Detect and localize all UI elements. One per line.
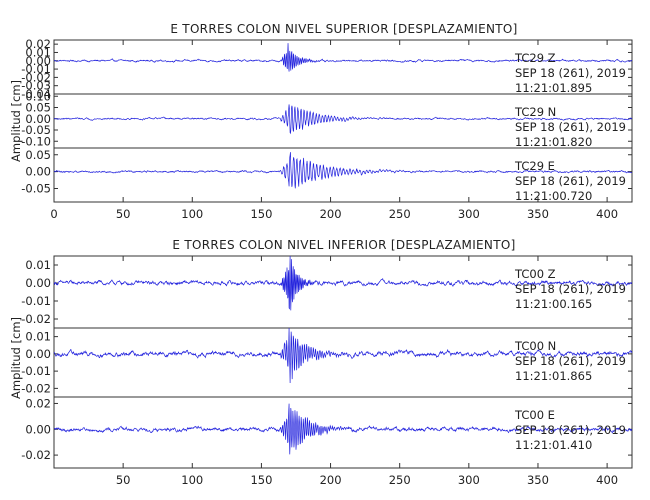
y-tick-label: 0.00 <box>25 347 51 361</box>
x-tick-label: 150 <box>250 473 272 487</box>
panel-info-line: TC00 N <box>514 339 556 353</box>
panel-info-line: TC29 N <box>514 105 556 119</box>
panel-info-line: 11:21:01.410 <box>515 438 592 452</box>
y-tick-label: 0.05 <box>25 148 51 162</box>
y-tick-label: 0.00 <box>25 165 51 179</box>
x-tick-label: 150 <box>250 207 272 221</box>
x-tick-label: 250 <box>389 473 411 487</box>
panel-info-line: TC29 Z <box>514 51 556 65</box>
y-tick-label: 0.02 <box>25 396 51 410</box>
panel-info-line: SEP 18 (261), 2019 <box>515 120 626 134</box>
panel-info-line: SEP 18 (261), 2019 <box>515 66 626 80</box>
panel-info-line: 11:21:01.820 <box>515 135 592 149</box>
panel-info-line: SEP 18 (261), 2019 <box>515 423 626 437</box>
trace-upper-1 <box>53 43 633 72</box>
panel-info-line: TC29 E <box>514 159 555 173</box>
trace-upper-3 <box>53 152 633 189</box>
x-tick-label: 350 <box>527 473 549 487</box>
y-axis-label-lower: Amplitud [cm] <box>9 317 23 399</box>
x-tick-label: 300 <box>458 207 480 221</box>
x-tick-label: 50 <box>116 207 131 221</box>
y-tick-label: -0.04 <box>21 87 51 101</box>
trace-lower-2 <box>53 327 633 383</box>
x-tick-label: 0 <box>50 207 57 221</box>
y-tick-label: -0.02 <box>21 381 51 395</box>
panel-frame-lower-3 <box>53 396 633 469</box>
panel-info-line: 11:21:01.865 <box>515 369 592 383</box>
x-tick-label: 200 <box>320 473 342 487</box>
x-tick-label: 200 <box>320 207 342 221</box>
y-tick-label: -0.02 <box>21 312 51 326</box>
y-tick-label: 0.01 <box>25 330 51 344</box>
y-tick-label: 0.00 <box>25 112 51 126</box>
chart-title-lower: E TORRES COLON NIVEL INFERIOR [DESPLAZAM… <box>172 238 515 252</box>
trace-upper-2 <box>53 104 633 135</box>
y-tick-label: 0.01 <box>25 258 51 272</box>
y-tick-label: -0.05 <box>21 123 51 137</box>
x-tick-label: 250 <box>389 207 411 221</box>
y-tick-label: 0.00 <box>25 276 51 290</box>
y-tick-label: -0.02 <box>21 448 51 462</box>
x-tick-label: 50 <box>116 473 131 487</box>
panel-info-line: SEP 18 (261), 2019 <box>515 282 626 296</box>
panel-info-line: 11:21:01.895 <box>515 81 592 95</box>
y-tick-label: -0.01 <box>21 364 51 378</box>
x-tick-label: 350 <box>527 207 549 221</box>
y-tick-label: -0.02 <box>21 70 51 84</box>
y-tick-label: 0.00 <box>25 54 51 68</box>
y-axis-label-upper: Amplitud [cm] <box>9 80 23 162</box>
panel-info-line: SEP 18 (261), 2019 <box>515 354 626 368</box>
trace-lower-3 <box>53 403 633 455</box>
y-tick-label: -0.05 <box>21 182 51 196</box>
panel-info-line: 11:21:00.165 <box>515 297 592 311</box>
panel-info-line: TC00 E <box>514 408 555 422</box>
y-tick-label: 0.02 <box>25 37 51 51</box>
x-tick-label: 300 <box>458 473 480 487</box>
y-tick-label: -0.01 <box>21 294 51 308</box>
panel-info-line: SEP 18 (261), 2019 <box>515 174 626 188</box>
panel-info-line: 11:21:00.720 <box>515 189 592 203</box>
y-tick-label: 0.01 <box>25 45 51 59</box>
x-tick-label: 400 <box>596 473 618 487</box>
x-tick-label: 100 <box>181 473 203 487</box>
panel-info-line: TC00 Z <box>514 267 556 281</box>
y-tick-label: -0.03 <box>21 79 51 93</box>
chart-title-upper: E TORRES COLON NIVEL SUPERIOR [DESPLAZAM… <box>170 22 517 36</box>
x-tick-label: 100 <box>181 207 203 221</box>
y-tick-label: -0.01 <box>21 62 51 76</box>
y-tick-label: -0.10 <box>21 134 51 148</box>
panel-frame-upper-3 <box>53 147 633 203</box>
y-tick-label: 0.05 <box>25 101 51 115</box>
trace-lower-1 <box>53 255 633 311</box>
y-tick-label: 0.00 <box>25 422 51 436</box>
x-tick-label: 400 <box>596 207 618 221</box>
y-tick-label: 0.10 <box>25 89 51 103</box>
